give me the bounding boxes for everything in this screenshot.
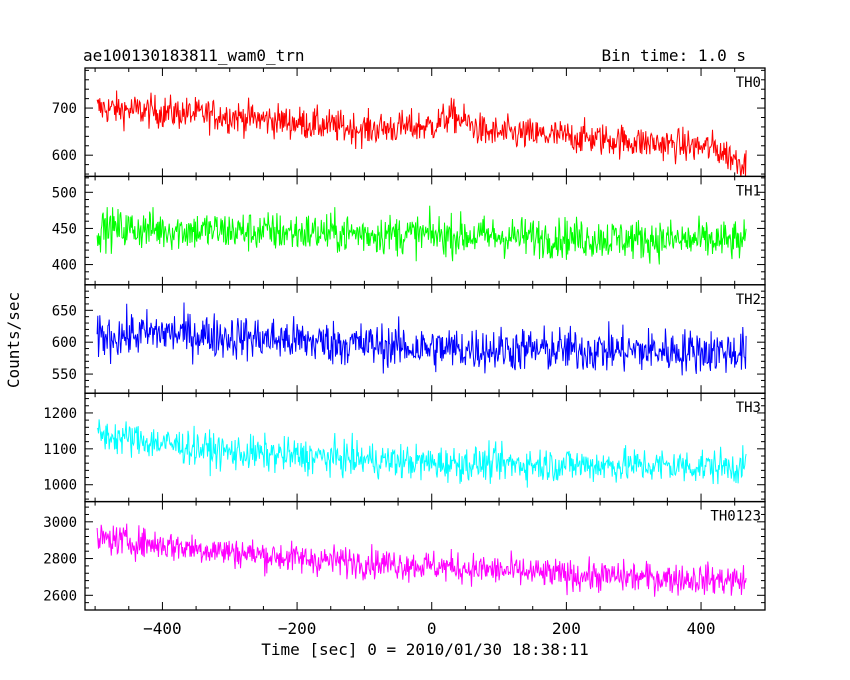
y-tick-label: 700	[52, 101, 77, 117]
y-tick-label: 2800	[43, 552, 77, 568]
y-tick-label: 400	[52, 258, 77, 274]
panel-label: TH0123	[710, 509, 761, 525]
x-tick-label: 200	[552, 619, 581, 638]
panels: 600 700 TH0 400 450 500 TH1 550 600 650 TH2 1000 110…	[43, 67, 766, 638]
x-axis-label: Time [sec] 0 = 2010/01/30 18:38:11	[261, 640, 589, 659]
series-th2-line	[96, 302, 747, 376]
y-tick-label: 600	[52, 148, 77, 164]
y-tick-label: 600	[52, 335, 77, 351]
panel-label: TH1	[736, 183, 761, 199]
y-tick-label: 2600	[43, 588, 77, 604]
y-tick-label: 1000	[43, 478, 77, 494]
panel-th0: 600 700 TH0	[52, 67, 766, 178]
y-tick-label: 500	[52, 185, 77, 201]
series-th0-line	[96, 90, 747, 177]
panel-label: TH0	[736, 75, 761, 91]
panel-th2: 550 600 650 TH2	[52, 284, 766, 394]
y-tick-label: 3000	[43, 515, 77, 531]
series-th0123-line	[96, 523, 747, 597]
y-axis-label: Counts/sec	[4, 292, 23, 388]
panel-th0123: 2600 2800 3000 TH0123	[43, 500, 766, 611]
y-tick-label: 550	[52, 367, 77, 383]
series-th1-line	[96, 205, 747, 265]
x-tick-label: 400	[687, 619, 716, 638]
plot-title: ae100130183811_wam0_trn	[83, 46, 305, 65]
panel-label: TH2	[736, 292, 761, 308]
bin-time-label: Bin time: 1.0 s	[602, 46, 747, 65]
x-tick-label: −400	[143, 619, 182, 638]
x-tick-label: −200	[278, 619, 317, 638]
y-tick-label: 650	[52, 303, 77, 319]
y-tick-label: 1200	[43, 406, 77, 422]
y-tick-label: 450	[52, 221, 77, 237]
x-tick-label: 0	[427, 619, 437, 638]
panel-th3: 1000 1100 1200 TH3	[43, 392, 766, 503]
panel-frame	[84, 500, 766, 611]
panel-label: TH3	[736, 400, 761, 416]
y-tick-label: 1100	[43, 442, 77, 458]
series-th3-line	[96, 419, 747, 488]
panel-th1: 400 450 500 TH1	[52, 175, 766, 286]
